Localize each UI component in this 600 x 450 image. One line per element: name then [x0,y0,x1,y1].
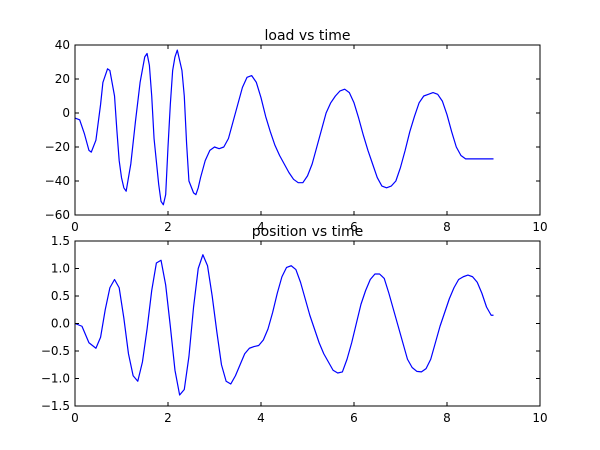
x-tick-label: 8 [443,411,451,425]
y-tick-label: −20 [45,140,70,154]
series-line [74,254,494,396]
chart-title: load vs time [264,28,350,44]
y-tick-label: −60 [45,208,70,222]
x-tick-label: 4 [257,411,265,425]
y-tick-label: 40 [55,38,70,52]
x-tick-label: 10 [532,220,547,234]
y-tick-label: 0.0 [51,317,70,331]
x-tick-label: 0 [71,411,79,425]
x-tick-label: 6 [350,411,358,425]
x-tick-label: 0 [71,220,79,234]
x-tick-label: 4 [257,220,265,234]
y-tick-label: −40 [45,174,70,188]
plot-frame [74,240,541,407]
y-tick-label: 0 [62,106,70,120]
y-tick-label: 1.5 [51,234,70,248]
x-tick-label: 2 [164,220,172,234]
x-tick-label: 2 [164,411,172,425]
y-tick-label: −1.5 [41,399,70,413]
y-tick-label: 20 [55,72,70,86]
y-tick-label: −0.5 [41,344,70,358]
plot-frame [74,44,541,216]
y-tick-label: 0.5 [51,289,70,303]
x-tick-label: 10 [532,411,547,425]
chart-title: position vs time [252,224,364,240]
x-tick-label: 6 [350,220,358,234]
y-tick-label: 1.0 [51,262,70,276]
y-tick-label: −1.0 [41,372,70,386]
x-tick-label: 8 [443,220,451,234]
series-line [74,49,494,206]
position-chart: position vs time 0 2 4 6 8 10 −1.5 −1.0 −0.5 0.0 0.… [41,224,548,425]
load-chart: load vs time 0 2 4 6 8 10 −60 −40 −20 0 20 40 [45,28,548,234]
